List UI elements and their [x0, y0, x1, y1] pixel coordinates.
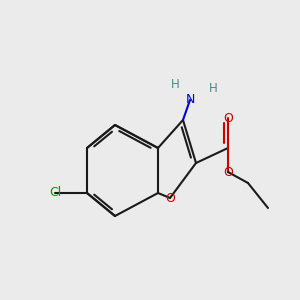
- Text: O: O: [165, 191, 175, 205]
- Text: Cl: Cl: [49, 187, 61, 200]
- Text: N: N: [185, 94, 195, 106]
- Text: H: H: [208, 82, 217, 94]
- Text: O: O: [223, 112, 233, 124]
- Text: O: O: [223, 166, 233, 178]
- Text: H: H: [171, 79, 179, 92]
